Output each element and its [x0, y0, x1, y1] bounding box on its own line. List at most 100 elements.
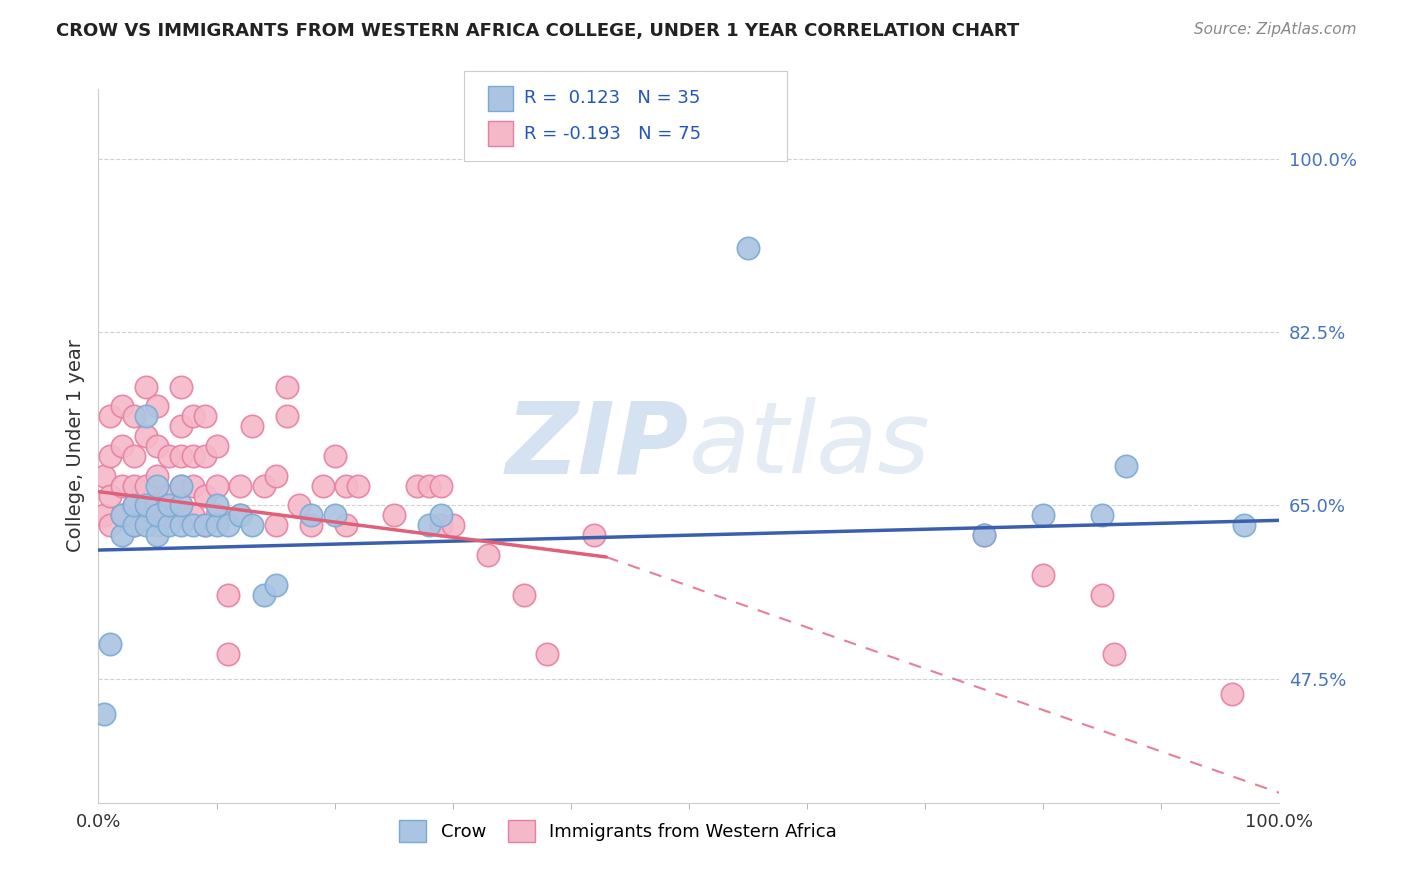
Point [347, 478, 370, 492]
Point [323, 449, 346, 463]
Point [299, 518, 322, 533]
Point [240, 419, 263, 434]
Text: R = -0.193   N = 75: R = -0.193 N = 75 [524, 125, 702, 143]
Point [512, 588, 534, 602]
Point [299, 508, 322, 523]
Text: ZIP: ZIP [506, 398, 689, 494]
Text: Source: ZipAtlas.com: Source: ZipAtlas.com [1194, 22, 1357, 37]
Point [1032, 508, 1054, 523]
Point [98, 489, 121, 503]
Point [111, 508, 134, 523]
Point [98, 518, 121, 533]
Point [194, 449, 217, 463]
Point [194, 489, 217, 503]
Point [146, 518, 169, 533]
Point [194, 518, 217, 533]
Point [430, 508, 453, 523]
Point [194, 518, 217, 533]
Point [181, 409, 204, 424]
Point [146, 478, 169, 492]
Point [98, 637, 121, 651]
Point [157, 499, 180, 513]
Point [98, 449, 121, 463]
Point [1032, 567, 1054, 582]
Point [98, 409, 121, 424]
Text: R =  0.123   N = 35: R = 0.123 N = 35 [524, 89, 700, 107]
Point [122, 518, 145, 533]
Point [170, 499, 193, 513]
Point [122, 449, 145, 463]
Point [276, 379, 298, 393]
Point [111, 400, 134, 414]
Point [194, 409, 217, 424]
Point [146, 439, 169, 453]
Point [335, 478, 357, 492]
Point [430, 518, 453, 533]
Point [146, 528, 169, 542]
Point [157, 508, 180, 523]
Point [382, 508, 405, 523]
Point [93, 468, 115, 483]
Point [111, 508, 134, 523]
Point [135, 478, 157, 492]
Point [205, 499, 228, 513]
Text: CROW VS IMMIGRANTS FROM WESTERN AFRICA COLLEGE, UNDER 1 YEAR CORRELATION CHART: CROW VS IMMIGRANTS FROM WESTERN AFRICA C… [56, 22, 1019, 40]
Point [418, 518, 440, 533]
Point [418, 478, 440, 492]
Point [135, 518, 157, 533]
Point [146, 508, 169, 523]
Point [122, 499, 145, 513]
Point [181, 518, 204, 533]
Point [122, 409, 145, 424]
Point [111, 439, 134, 453]
Point [253, 588, 276, 602]
Point [264, 518, 287, 533]
Point [93, 508, 115, 523]
Point [205, 478, 228, 492]
Legend: Crow, Immigrants from Western Africa: Crow, Immigrants from Western Africa [394, 814, 842, 847]
Point [229, 478, 252, 492]
Y-axis label: College, Under 1 year: College, Under 1 year [66, 340, 84, 552]
Point [264, 578, 287, 592]
Point [122, 478, 145, 492]
Point [1102, 647, 1125, 661]
Point [1091, 588, 1114, 602]
Point [205, 508, 228, 523]
Point [217, 588, 239, 602]
Point [335, 518, 357, 533]
Point [157, 518, 180, 533]
Point [229, 508, 252, 523]
Point [135, 508, 157, 523]
Point [135, 499, 157, 513]
Point [181, 508, 204, 523]
Point [181, 449, 204, 463]
Point [536, 647, 558, 661]
Point [157, 449, 180, 463]
Point [312, 478, 335, 492]
Point [146, 499, 169, 513]
Point [240, 518, 263, 533]
Point [441, 518, 464, 533]
Point [170, 379, 193, 393]
Point [170, 518, 193, 533]
Point [406, 478, 429, 492]
Point [1091, 508, 1114, 523]
Point [205, 439, 228, 453]
Point [217, 518, 239, 533]
Point [111, 528, 134, 542]
Point [146, 400, 169, 414]
Point [264, 468, 287, 483]
Point [253, 478, 276, 492]
Point [1220, 687, 1243, 701]
Point [323, 508, 346, 523]
Point [135, 409, 157, 424]
Point [111, 478, 134, 492]
Point [430, 478, 453, 492]
Point [737, 241, 759, 255]
Point [477, 548, 499, 562]
Point [146, 468, 169, 483]
Point [1233, 518, 1256, 533]
Point [122, 518, 145, 533]
Point [135, 379, 157, 393]
Point [170, 478, 193, 492]
